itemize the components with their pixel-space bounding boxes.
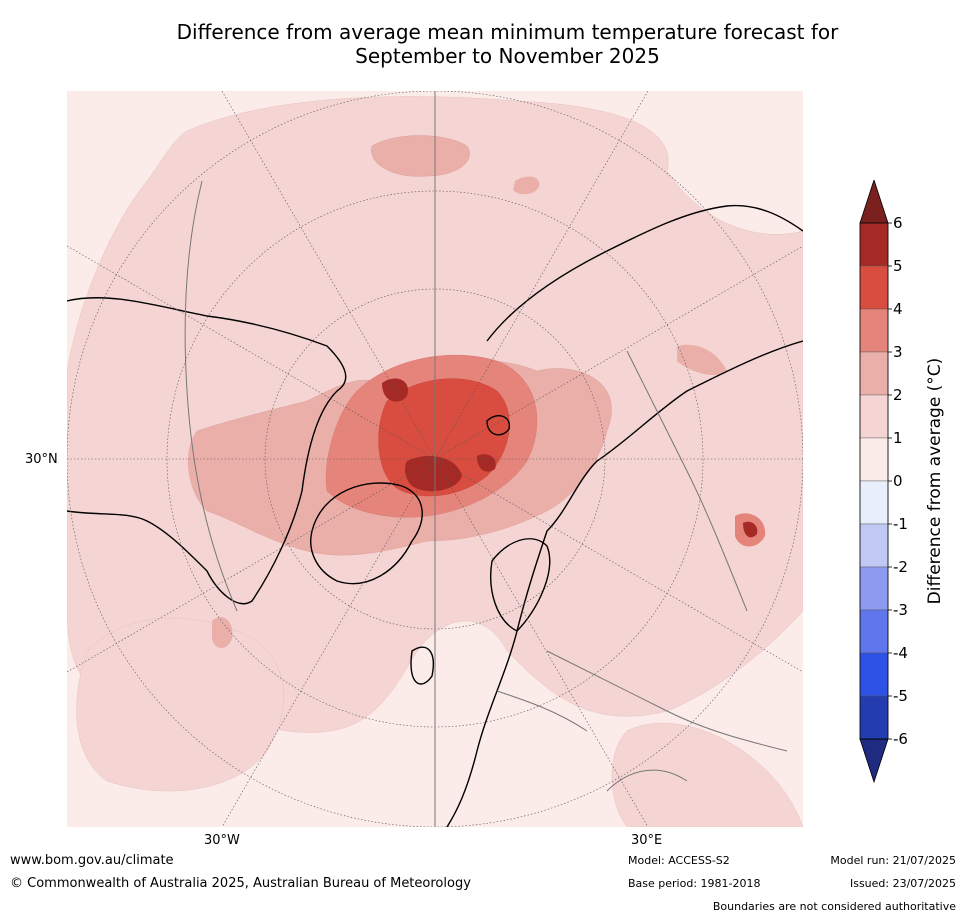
colorbar-segment <box>859 609 889 654</box>
anomaly-patch-2-3-atlantic <box>212 617 233 648</box>
lat-label-30n: 30°N <box>25 452 58 467</box>
anomaly-patch-2-3-small <box>513 176 540 195</box>
chart-title: Difference from average mean minimum tem… <box>0 20 965 68</box>
title-line-1: Difference from average mean minimum tem… <box>176 20 839 44</box>
colorbar-tick-label: 3 <box>893 343 903 361</box>
colorbar-tick-label: -1 <box>893 515 908 533</box>
polar-map <box>67 91 803 827</box>
colorbar-tick-label: 6 <box>893 214 903 232</box>
anomaly-patch-2-3-north <box>371 135 470 177</box>
base-period-text: Base period: 1981-2018 <box>628 877 761 890</box>
colorbar-segment <box>859 566 889 611</box>
colorbar-label: Difference from average (°C) <box>925 358 945 605</box>
colorbar-extend-bottom <box>859 738 889 784</box>
model-text: Model: ACCESS-S2 <box>628 854 730 867</box>
anomaly-band-1-2-east <box>611 723 803 827</box>
coastlines <box>67 204 803 827</box>
disclaimer-text: Boundaries are not considered authoritat… <box>712 900 956 913</box>
colorbar-tick-label: 1 <box>893 429 903 447</box>
model-run-text: Model run: 21/07/2025 <box>830 854 956 867</box>
colorbar-segment <box>859 351 889 396</box>
colorbar-segment <box>859 480 889 525</box>
colorbar-segment <box>859 265 889 310</box>
title-line-2: September to November 2025 <box>355 44 660 68</box>
lon-label-30e: 30°E <box>631 833 663 848</box>
anomaly-band-5-6 <box>382 378 408 402</box>
anomaly-band-1-2-south <box>76 617 285 792</box>
colorbar-segment <box>859 523 889 568</box>
anomaly-band-5-6-center <box>404 456 462 492</box>
anomaly-patch-2-3-asia <box>677 344 727 376</box>
colorbar-tick-label: -6 <box>893 730 908 748</box>
colorbar-tick-label: -5 <box>893 687 908 705</box>
colorbar-tick-label: 4 <box>893 300 903 318</box>
anomaly-band-5-6-asia <box>743 521 758 538</box>
colorbar-extend-top <box>859 178 889 224</box>
colorbar-tick-label: -2 <box>893 558 908 576</box>
country-boundaries <box>184 180 788 792</box>
lon-label-30w: 30°W <box>204 833 240 848</box>
colorbar-segment <box>859 437 889 482</box>
colorbar: 6 5 4 3 2 1 0 -1 -2 -3 -4 -5 -6 Difference from avera… <box>840 178 965 785</box>
colorbar-tick-label: 0 <box>893 472 903 490</box>
copyright-text: © Commonwealth of Australia 2025, Austra… <box>10 876 471 891</box>
anomaly-band-5-6-east <box>477 454 496 472</box>
colorbar-tick-label: -3 <box>893 601 908 619</box>
website-text: www.bom.gov.au/climate <box>10 853 174 868</box>
colorbar-segment <box>859 695 889 740</box>
colorbar-segment <box>859 652 889 697</box>
colorbar-tick-label: 5 <box>893 257 903 275</box>
colorbar-segment <box>859 308 889 353</box>
colorbar-segment <box>859 222 889 267</box>
colorbar-svg: 6 5 4 3 2 1 0 -1 -2 -3 -4 -5 -6 Difference from avera… <box>859 178 945 784</box>
colorbar-tick-label: -4 <box>893 644 908 662</box>
issued-text: Issued: 23/07/2025 <box>849 877 956 890</box>
colorbar-tick-label: 2 <box>893 386 903 404</box>
colorbar-segment <box>859 394 889 439</box>
map-svg <box>67 91 803 827</box>
